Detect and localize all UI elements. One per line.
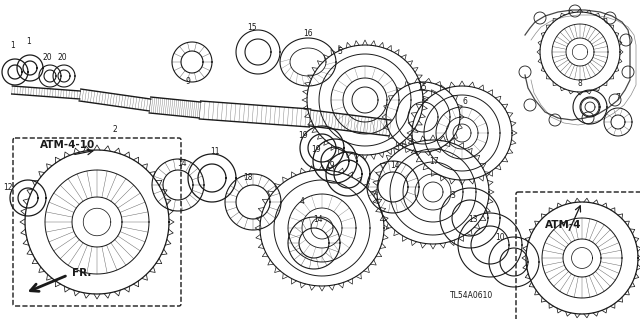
- Text: 1: 1: [27, 38, 31, 47]
- Text: 16: 16: [303, 29, 313, 39]
- Text: 6: 6: [463, 98, 467, 107]
- Text: 8: 8: [578, 79, 582, 88]
- Text: FR.: FR.: [72, 268, 92, 278]
- Circle shape: [524, 99, 536, 111]
- Text: 1: 1: [11, 41, 15, 49]
- Text: 3: 3: [451, 191, 456, 201]
- Text: 14: 14: [313, 216, 323, 225]
- Text: 20: 20: [57, 54, 67, 63]
- Text: 7: 7: [616, 93, 620, 101]
- Text: 11: 11: [211, 147, 220, 157]
- Text: 12: 12: [3, 183, 13, 192]
- Text: 15: 15: [417, 84, 427, 93]
- Circle shape: [534, 12, 546, 24]
- Circle shape: [620, 34, 632, 46]
- Text: 2: 2: [113, 125, 117, 135]
- Circle shape: [604, 12, 616, 24]
- Text: 15: 15: [247, 24, 257, 33]
- Circle shape: [549, 114, 561, 126]
- Circle shape: [582, 112, 594, 124]
- Text: 14: 14: [177, 159, 187, 167]
- Circle shape: [609, 94, 621, 106]
- Text: 17: 17: [429, 158, 439, 167]
- Text: 19: 19: [325, 160, 335, 169]
- Text: 20: 20: [42, 54, 52, 63]
- Circle shape: [519, 66, 531, 78]
- Text: 9: 9: [186, 78, 191, 86]
- Circle shape: [622, 66, 634, 78]
- Text: 19: 19: [311, 145, 321, 154]
- Text: TL54A0610: TL54A0610: [451, 292, 493, 300]
- Text: 19: 19: [298, 130, 308, 139]
- Circle shape: [569, 5, 581, 17]
- Text: ATM-4: ATM-4: [545, 220, 582, 230]
- Text: 13: 13: [468, 216, 478, 225]
- Text: 18: 18: [243, 174, 253, 182]
- Text: ATM-4-10: ATM-4-10: [40, 140, 95, 150]
- Text: 4: 4: [300, 197, 305, 206]
- Text: 5: 5: [337, 48, 342, 56]
- Text: 14: 14: [390, 160, 400, 169]
- Text: 10: 10: [495, 234, 505, 242]
